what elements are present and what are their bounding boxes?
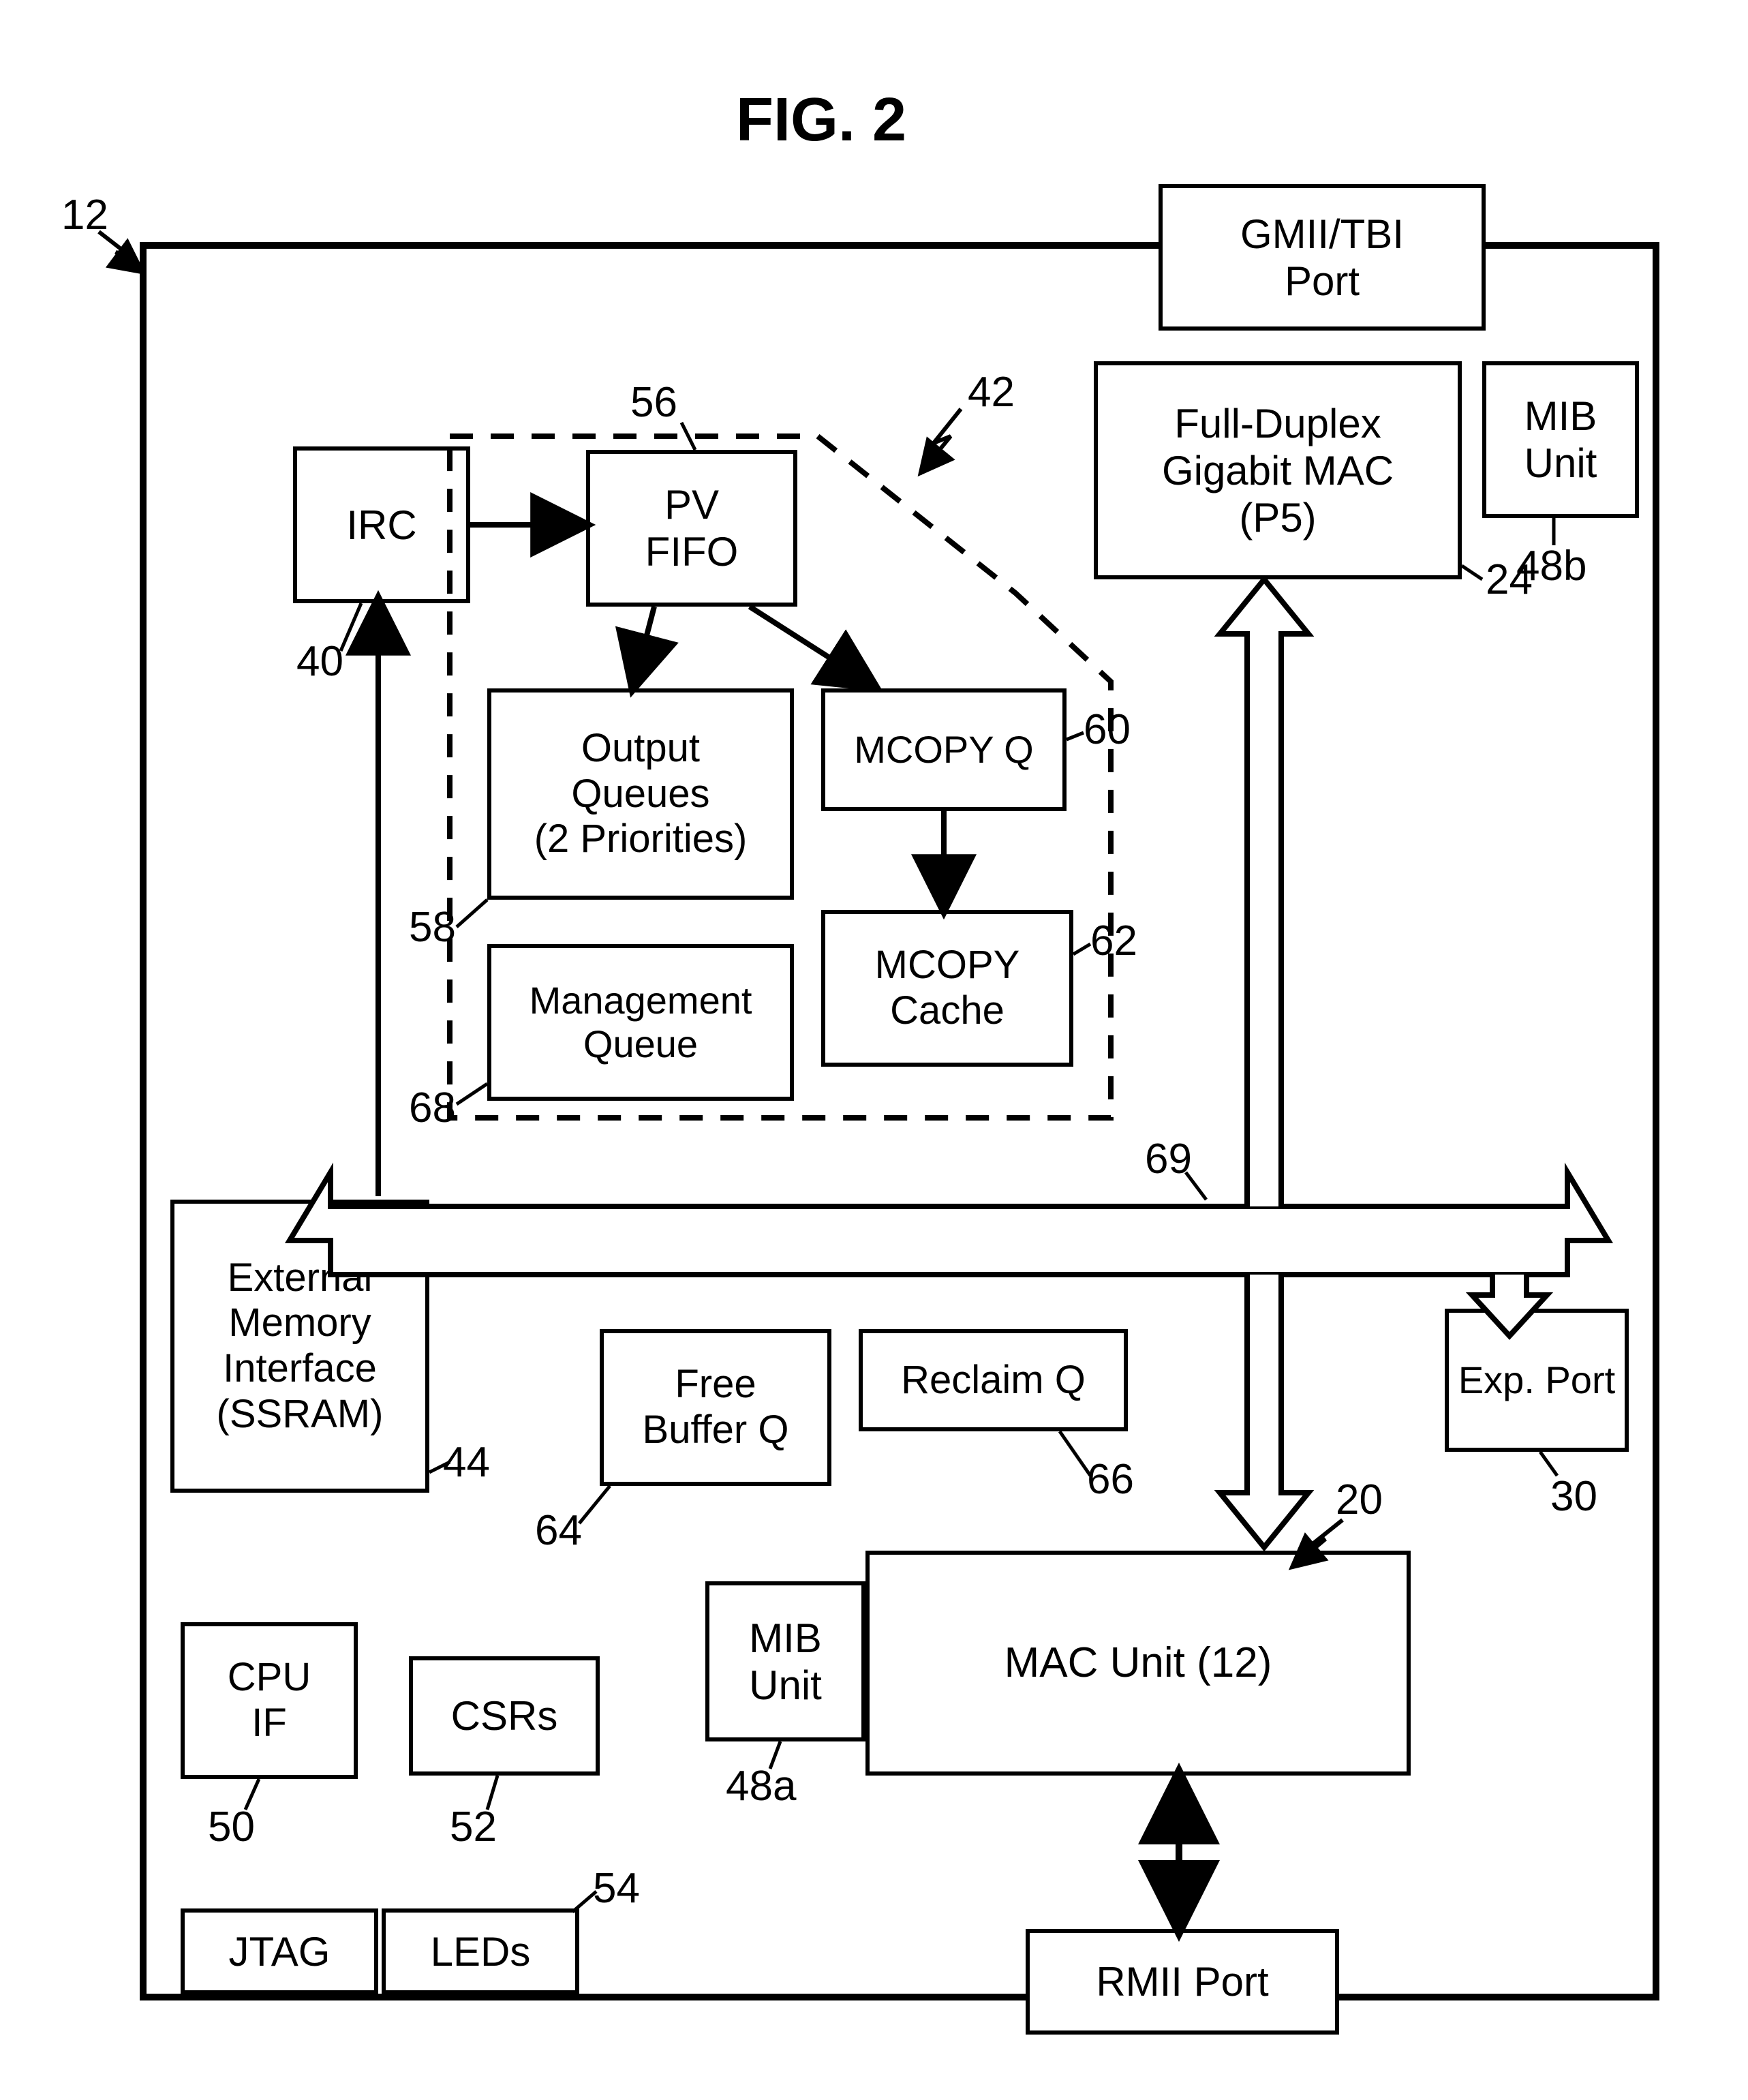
ref-44: 44 [443, 1442, 490, 1484]
mib-unit-b: MIB Unit [1482, 361, 1639, 518]
exp-port-label: Exp. Port [1458, 1358, 1615, 1402]
ref-20: 20 [1336, 1479, 1383, 1521]
ref-58: 58 [409, 907, 456, 949]
gmii-port: GMII/TBI Port [1159, 184, 1486, 331]
jtag: JTAG [181, 1908, 378, 1997]
cpu-if-label: CPU IF [228, 1655, 311, 1746]
reclaim-q: Reclaim Q [859, 1329, 1128, 1431]
management-queue: Management Queue [487, 944, 794, 1101]
output-queues: Output Queues (2 Priorities) [487, 688, 794, 900]
rmii-port-label: RMII Port [1096, 1958, 1268, 2005]
full-duplex-mac: Full-Duplex Gigabit MAC (P5) [1094, 361, 1462, 579]
mac-unit: MAC Unit (12) [865, 1551, 1411, 1776]
output-queues-label: Output Queues (2 Priorities) [534, 726, 748, 862]
mcopy-cache-label: MCOPY Cache [875, 943, 1020, 1033]
ref-52: 52 [450, 1806, 497, 1848]
mac-unit-label: MAC Unit (12) [1005, 1639, 1272, 1687]
mib-unit-a-label: MIB Unit [749, 1615, 822, 1709]
ref-60: 60 [1084, 709, 1131, 751]
ref-42: 42 [968, 371, 1015, 414]
full-duplex-mac-label: Full-Duplex Gigabit MAC (P5) [1162, 400, 1394, 541]
ref-50: 50 [208, 1806, 255, 1848]
csrs: CSRs [409, 1656, 600, 1776]
pv-fifo-label: PV FIFO [645, 481, 739, 575]
ref-64: 64 [535, 1510, 582, 1552]
irc-label: IRC [346, 502, 416, 549]
leds: LEDs [382, 1908, 579, 1997]
mib-unit-b-label: MIB Unit [1524, 393, 1597, 487]
cpu-if: CPU IF [181, 1622, 358, 1779]
exp-port: Exp. Port [1445, 1309, 1629, 1452]
free-buffer-q: Free Buffer Q [600, 1329, 831, 1486]
mcopy-q-label: MCOPY Q [854, 728, 1033, 772]
ref-30: 30 [1550, 1476, 1597, 1518]
irc: IRC [293, 446, 470, 603]
jtag-label: JTAG [229, 1928, 331, 1975]
ref-48b: 48b [1516, 545, 1586, 588]
ref-66: 66 [1087, 1459, 1134, 1501]
ref-69: 69 [1145, 1138, 1192, 1181]
mcopy-cache: MCOPY Cache [821, 910, 1073, 1067]
management-queue-label: Management Queue [530, 979, 752, 1067]
ref-40: 40 [296, 641, 343, 683]
ref-62: 62 [1090, 920, 1137, 962]
pv-fifo: PV FIFO [586, 450, 797, 607]
external-memory-interface: External Memory Interface (SSRAM) [170, 1200, 429, 1493]
leds-label: LEDs [431, 1928, 531, 1975]
free-buffer-q-label: Free Buffer Q [643, 1362, 789, 1452]
reclaim-q-label: Reclaim Q [901, 1358, 1086, 1403]
csrs-label: CSRs [451, 1692, 558, 1739]
extmem-label: External Memory Interface (SSRAM) [217, 1256, 384, 1437]
ref-54: 54 [593, 1868, 640, 1910]
ref-56: 56 [630, 382, 677, 424]
mcopy-q: MCOPY Q [821, 688, 1067, 811]
ref-48a: 48a [726, 1765, 796, 1808]
rmii-port: RMII Port [1026, 1929, 1339, 2035]
mib-unit-a: MIB Unit [705, 1581, 865, 1741]
gmii-port-label: GMII/TBI Port [1240, 211, 1404, 305]
figure-title: FIG. 2 [736, 85, 906, 155]
ref-68: 68 [409, 1087, 456, 1129]
ref-12: 12 [61, 194, 108, 237]
